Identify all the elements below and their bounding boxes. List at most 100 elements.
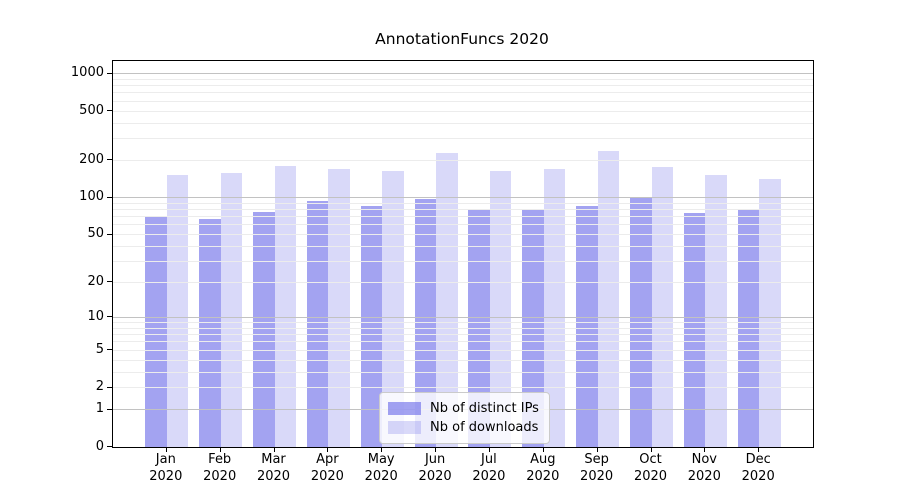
x-tick-label-month: Apr <box>316 452 339 467</box>
y-tick-label-1000: 1000 <box>70 65 104 81</box>
x-tick-label-may: May 2020 <box>341 452 421 485</box>
x-tick-label-month: Aug <box>530 452 556 467</box>
bar-nb-of-downloads-may <box>382 171 404 447</box>
bar-nb-of-downloads-jan <box>166 175 189 447</box>
x-tick-label-month: Jun <box>424 452 446 467</box>
legend-swatch-distinct-ips <box>388 402 421 415</box>
legend: Nb of distinct IPs Nb of downloads <box>379 392 550 444</box>
legend-item-downloads: Nb of downloads <box>388 418 539 437</box>
gridline-minor-600 <box>113 100 813 102</box>
gridline-minor-7 <box>113 334 813 336</box>
x-tick-label-jun: Jun 2020 <box>395 452 475 485</box>
x-tick-label-year: 2020 <box>418 468 452 484</box>
bar-nb-of-downloads-mar <box>274 166 296 447</box>
gridline-minor-2 <box>113 387 813 389</box>
bar-nb-of-distinct-ips-apr <box>306 200 329 447</box>
gridline-minor-5 <box>113 349 813 351</box>
gridline-major-1000 <box>113 73 813 75</box>
bar-nb-of-downloads-aug <box>543 169 566 447</box>
y-tick-label-200: 200 <box>79 151 104 167</box>
gridline-minor-90 <box>113 202 813 204</box>
x-tick-mark-may <box>381 447 383 452</box>
bar-nb-of-distinct-ips-nov <box>683 212 706 447</box>
gridline-minor-30 <box>113 260 813 262</box>
x-tick-label-year: 2020 <box>256 468 291 484</box>
bar-nb-of-downloads-feb <box>220 172 243 447</box>
gridline-minor-8 <box>113 327 813 329</box>
x-tick-mark-sep <box>596 447 598 452</box>
x-tick-mark-mar <box>273 447 275 452</box>
y-tick-label-0: 0 <box>95 438 104 454</box>
x-tick-mark-jul <box>488 447 490 452</box>
y-tick-label-20: 20 <box>87 273 104 289</box>
x-tick-label-year: 2020 <box>364 468 398 484</box>
x-tick-mark-aug <box>542 447 544 452</box>
y-tick-mark-5 <box>107 349 112 351</box>
x-tick-label-year: 2020 <box>526 468 560 484</box>
x-tick-mark-feb <box>219 447 221 452</box>
y-tick-mark-50 <box>107 233 112 235</box>
gridline-minor-40 <box>113 245 813 247</box>
y-tick-label-100: 100 <box>79 189 104 205</box>
bar-nb-of-downloads-jul <box>489 170 512 447</box>
x-tick-mark-jun <box>435 447 437 452</box>
gridline-minor-9 <box>113 322 813 324</box>
y-tick-mark-200 <box>107 159 112 161</box>
x-tick-label-month: Feb <box>208 452 232 467</box>
x-tick-label-year: 2020 <box>310 468 344 484</box>
bar-nb-of-distinct-ips-may <box>360 206 383 447</box>
x-tick-label-jan: Jan 2020 <box>126 452 206 485</box>
y-tick-mark-0 <box>107 446 112 447</box>
x-tick-label-month: May <box>367 452 395 467</box>
gridline-minor-200 <box>113 159 813 161</box>
gridline-minor-70 <box>113 216 813 218</box>
y-tick-mark-10 <box>107 316 112 318</box>
gridline-minor-6 <box>113 341 813 343</box>
x-tick-label-oct: Oct 2020 <box>611 452 691 485</box>
x-tick-label-sep: Sep 2020 <box>557 452 637 485</box>
y-tick-mark-20 <box>107 281 112 283</box>
y-tick-label-2: 2 <box>95 379 104 395</box>
x-tick-label-month: Jan <box>155 452 176 467</box>
gridline-minor-3 <box>113 371 813 373</box>
gridline-minor-80 <box>113 209 813 210</box>
gridline-minor-400 <box>113 122 813 124</box>
chart-title: AnnotationFuncs 2020 <box>375 30 549 48</box>
y-tick-mark-100 <box>107 196 112 198</box>
x-tick-label-feb: Feb 2020 <box>180 452 260 485</box>
legend-swatch-downloads <box>388 421 421 434</box>
gridline-minor-500 <box>113 110 813 112</box>
y-tick-mark-500 <box>107 110 112 111</box>
gridlines-layer <box>113 61 813 447</box>
x-tick-mark-jan <box>165 447 167 452</box>
x-tick-label-year: 2020 <box>580 468 614 484</box>
y-tick-label-1: 1 <box>95 401 104 416</box>
bar-nb-of-distinct-ips-feb <box>199 218 221 447</box>
gridline-minor-20 <box>113 281 813 283</box>
gridline-minor-4 <box>113 359 813 361</box>
bar-nb-of-distinct-ips-jan <box>145 216 167 447</box>
legend-label-distinct-ips: Nb of distinct IPs <box>430 401 539 416</box>
x-tick-mark-apr <box>327 447 329 452</box>
x-tick-label-year: 2020 <box>687 468 721 484</box>
x-tick-label-month: Mar <box>261 452 286 467</box>
gridline-major-10 <box>113 316 813 318</box>
x-tick-label-aug: Aug 2020 <box>503 452 583 485</box>
x-tick-mark-nov <box>704 447 706 452</box>
legend-label-downloads: Nb of downloads <box>430 420 539 435</box>
y-tick-label-10: 10 <box>87 308 104 324</box>
y-tick-mark-1 <box>107 408 112 410</box>
x-tick-label-nov: Nov 2020 <box>664 452 744 485</box>
x-tick-label-month: Sep <box>584 452 609 467</box>
bar-nb-of-distinct-ips-mar <box>253 212 275 447</box>
x-tick-label-month: Jul <box>481 452 497 467</box>
y-tick-label-50: 50 <box>87 226 104 241</box>
x-tick-label-jul: Jul 2020 <box>449 452 529 485</box>
gridline-minor-300 <box>113 138 813 139</box>
gridline-minor-700 <box>113 92 813 94</box>
x-tick-label-dec: Dec 2020 <box>718 452 798 485</box>
x-tick-mark-oct <box>650 447 652 452</box>
bar-nb-of-downloads-apr <box>328 169 350 447</box>
y-tick-mark-2 <box>107 386 112 388</box>
x-tick-label-year: 2020 <box>472 468 506 484</box>
